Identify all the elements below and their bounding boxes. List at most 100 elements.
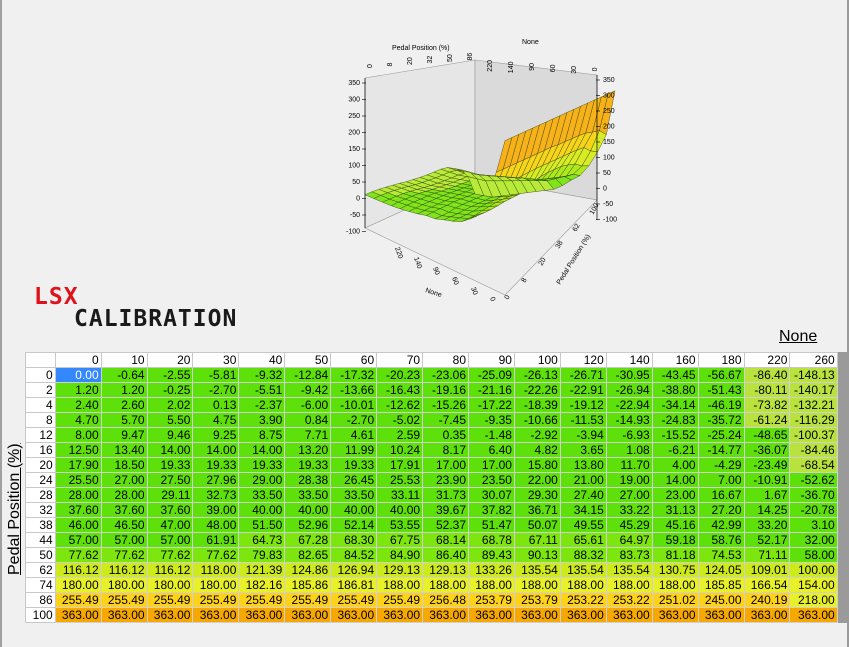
table-cell[interactable]: -17.32 (330, 367, 378, 383)
table-cell[interactable]: 188.00 (651, 577, 699, 593)
row-header[interactable]: 24 (25, 472, 56, 488)
table-cell[interactable]: 40.00 (238, 502, 286, 518)
table-cell[interactable]: -5.02 (376, 412, 424, 428)
table-cell[interactable]: 67.75 (376, 532, 424, 548)
table-cell[interactable]: 67.28 (284, 532, 332, 548)
table-cell[interactable]: 14.00 (651, 472, 699, 488)
column-header[interactable]: 180 (697, 352, 745, 368)
table-cell[interactable]: 19.33 (284, 457, 332, 473)
table-cell[interactable]: 61.91 (192, 532, 240, 548)
table-cell[interactable]: 19.33 (192, 457, 240, 473)
row-header[interactable]: 20 (25, 457, 56, 473)
table-cell[interactable]: 58.76 (697, 532, 745, 548)
table-cell[interactable]: 363.00 (100, 607, 148, 623)
table-cell[interactable]: -6.21 (651, 442, 699, 458)
table-cell[interactable]: 129.13 (376, 562, 424, 578)
row-header[interactable]: 4 (25, 397, 56, 413)
table-cell[interactable]: -1.48 (468, 427, 515, 443)
table-cell[interactable]: 116.12 (54, 562, 102, 578)
table-cell[interactable]: -5.81 (192, 367, 240, 383)
table-cell[interactable]: -34.14 (651, 397, 699, 413)
table-cell[interactable]: 58.00 (789, 547, 838, 563)
column-header[interactable]: 80 (422, 352, 469, 368)
table-cell[interactable]: -9.32 (238, 367, 286, 383)
table-cell[interactable]: 40.00 (330, 502, 378, 518)
table-cell[interactable]: 255.49 (100, 592, 148, 608)
table-cell[interactable]: -68.54 (789, 457, 838, 473)
column-axis-title[interactable]: None (779, 328, 818, 345)
table-cell[interactable]: 14.00 (192, 442, 240, 458)
table-cell[interactable]: 84.90 (376, 547, 424, 563)
table-cell[interactable]: 124.86 (284, 562, 332, 578)
table-cell[interactable]: -22.91 (559, 382, 607, 398)
column-header[interactable]: 260 (789, 352, 838, 368)
table-cell[interactable]: -26.71 (559, 367, 607, 383)
column-header[interactable]: 100 (513, 352, 561, 368)
table-cell[interactable]: 47.00 (146, 517, 194, 533)
table-cell[interactable]: 12.50 (54, 442, 102, 458)
table-cell[interactable]: -20.78 (789, 502, 838, 518)
table-cell[interactable]: 23.50 (468, 472, 515, 488)
column-header[interactable]: 10 (100, 352, 148, 368)
row-header[interactable]: 62 (25, 562, 56, 578)
table-cell[interactable]: 39.00 (192, 502, 240, 518)
table-cell[interactable]: 255.49 (284, 592, 332, 608)
table-cell[interactable]: 363.00 (789, 607, 838, 623)
table-cell[interactable]: 57.00 (100, 532, 148, 548)
table-cell[interactable]: 14.00 (238, 442, 286, 458)
table-cell[interactable]: 29.11 (146, 487, 194, 503)
table-cell[interactable]: -35.72 (697, 412, 745, 428)
table-cell[interactable]: 4.00 (651, 457, 699, 473)
table-cell[interactable]: 64.73 (238, 532, 286, 548)
table-cell[interactable]: 256.48 (422, 592, 469, 608)
table-cell[interactable]: -148.13 (789, 367, 838, 383)
row-header[interactable]: 86 (25, 592, 56, 608)
table-cell[interactable]: 37.60 (100, 502, 148, 518)
table-cell[interactable]: 188.00 (468, 577, 515, 593)
table-cell[interactable]: 2.02 (146, 397, 194, 413)
table-cell[interactable]: -20.23 (376, 367, 424, 383)
table-cell[interactable]: -26.13 (513, 367, 561, 383)
table-cell[interactable]: -15.26 (422, 397, 469, 413)
table-cell[interactable]: 23.00 (651, 487, 699, 503)
table-cell[interactable]: 40.00 (376, 502, 424, 518)
table-cell[interactable]: 255.49 (146, 592, 194, 608)
table-cell[interactable]: 116.12 (100, 562, 148, 578)
table-cell[interactable]: 27.50 (146, 472, 194, 488)
table-cell[interactable]: 27.00 (100, 472, 148, 488)
table-cell[interactable]: 124.05 (697, 562, 745, 578)
table-cell[interactable]: 33.11 (376, 487, 424, 503)
table-cell[interactable]: 13.20 (284, 442, 332, 458)
table-cell[interactable]: -2.70 (192, 382, 240, 398)
table-cell[interactable]: 0.35 (422, 427, 469, 443)
table-cell[interactable]: -3.94 (559, 427, 607, 443)
table-cell[interactable]: 100.00 (789, 562, 838, 578)
table-cell[interactable]: 121.39 (238, 562, 286, 578)
table-cell[interactable]: 32.00 (789, 532, 838, 548)
table-cell[interactable]: 10.24 (376, 442, 424, 458)
table-cell[interactable]: 51.50 (238, 517, 286, 533)
table-cell[interactable]: 188.00 (605, 577, 653, 593)
table-cell[interactable]: -84.46 (789, 442, 838, 458)
row-header[interactable]: 50 (25, 547, 56, 563)
table-cell[interactable]: -10.91 (743, 472, 791, 488)
table-cell[interactable]: 13.40 (100, 442, 148, 458)
table-cell[interactable]: -0.25 (146, 382, 194, 398)
table-cell[interactable]: 30.07 (468, 487, 515, 503)
table-cell[interactable]: 42.99 (697, 517, 745, 533)
table-cell[interactable]: 4.75 (192, 412, 240, 428)
table-cell[interactable]: 255.49 (54, 592, 102, 608)
column-header[interactable]: 220 (743, 352, 791, 368)
table-cell[interactable]: -23.49 (743, 457, 791, 473)
table-cell[interactable]: 11.99 (330, 442, 378, 458)
row-header[interactable]: 12 (25, 427, 56, 443)
table-cell[interactable]: 4.70 (54, 412, 102, 428)
table-cell[interactable]: -13.66 (330, 382, 378, 398)
table-cell[interactable]: 86.40 (422, 547, 469, 563)
table-cell[interactable]: 88.32 (559, 547, 607, 563)
table-cell[interactable]: 27.96 (192, 472, 240, 488)
table-cell[interactable]: 14.00 (146, 442, 194, 458)
table-cell[interactable]: 27.00 (605, 487, 653, 503)
table-cell[interactable]: 363.00 (651, 607, 699, 623)
table-cell[interactable]: 53.55 (376, 517, 424, 533)
